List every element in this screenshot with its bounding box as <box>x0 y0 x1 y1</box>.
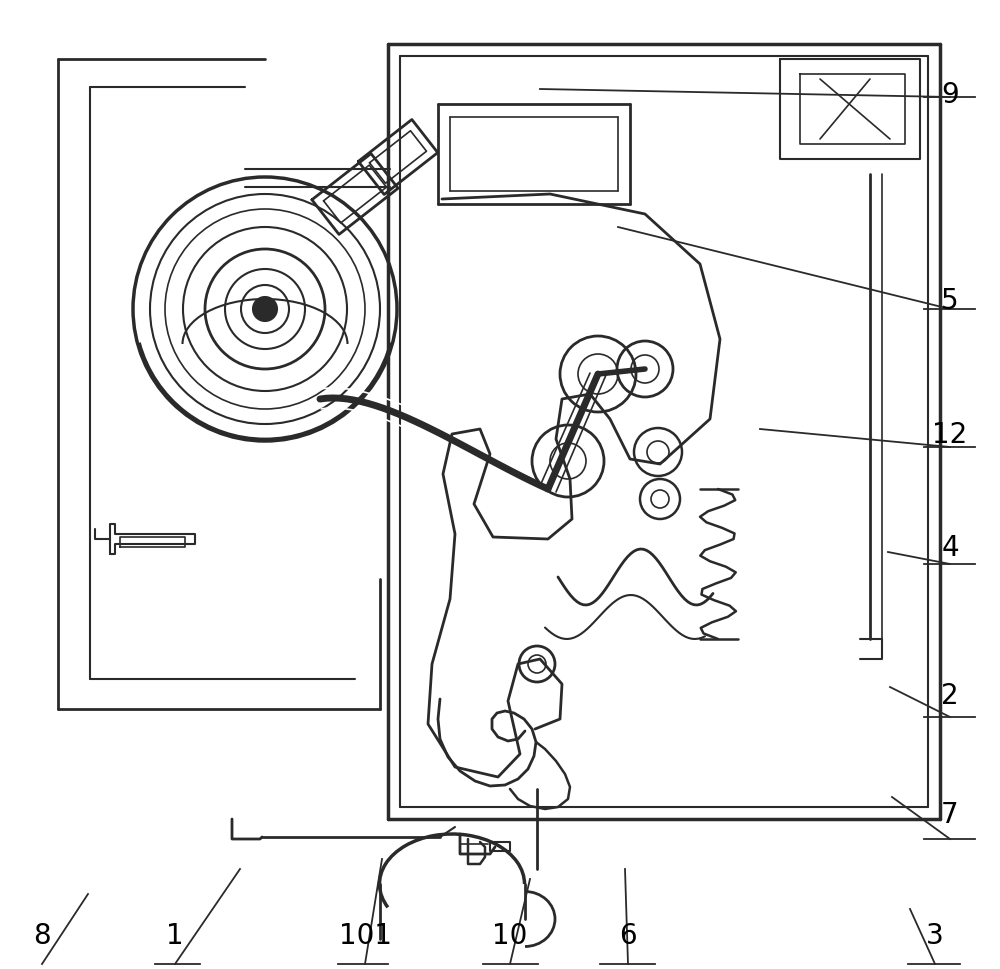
Text: 5: 5 <box>941 287 959 314</box>
Text: 7: 7 <box>941 800 959 828</box>
Text: 3: 3 <box>926 922 944 949</box>
Text: 9: 9 <box>941 81 959 109</box>
Text: 1: 1 <box>166 922 184 949</box>
Text: 8: 8 <box>33 922 51 949</box>
Text: 6: 6 <box>619 922 637 949</box>
Text: 10: 10 <box>492 922 528 949</box>
Text: 4: 4 <box>941 534 959 561</box>
Circle shape <box>253 297 277 322</box>
Text: 12: 12 <box>932 421 968 448</box>
Text: 101: 101 <box>339 922 392 949</box>
Text: 2: 2 <box>941 682 959 709</box>
